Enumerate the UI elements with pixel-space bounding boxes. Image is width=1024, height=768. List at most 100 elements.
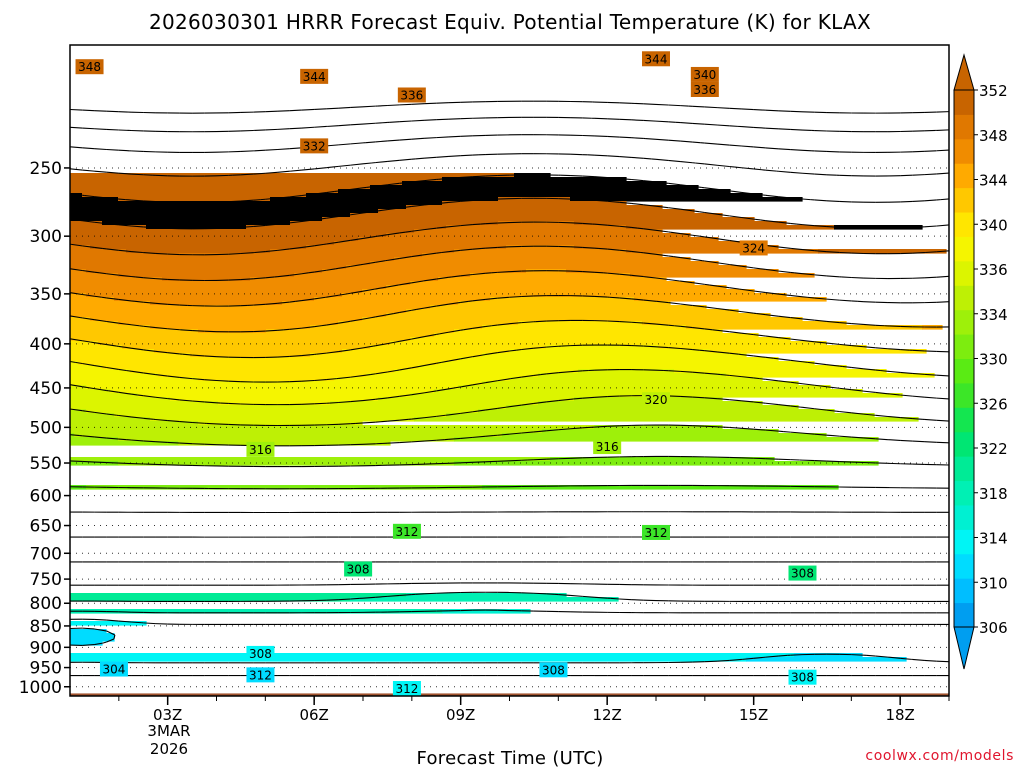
fill-cell [70, 249, 127, 254]
colorbar-swatch [954, 529, 974, 555]
y-tick-label: 550 [30, 454, 62, 474]
contour-352 [729, 190, 735, 193]
contour-360 [399, 103, 412, 106]
contour-356 [460, 135, 473, 137]
contour-334 [851, 412, 864, 415]
contour-336 [704, 372, 718, 375]
contour-352 [802, 198, 811, 201]
contour-346 [643, 252, 657, 255]
contour-338 [699, 349, 705, 352]
date-label-line-1: 3MAR [147, 722, 190, 740]
colorbar-swatch [954, 456, 974, 482]
contour-346 [143, 277, 156, 280]
contour-342 [778, 315, 791, 319]
contour-336 [137, 394, 144, 397]
fill-cell [86, 409, 479, 414]
contour-348 [631, 226, 638, 229]
fill-cell [70, 633, 115, 638]
contour-312 [82, 643, 95, 646]
fill-cell [414, 229, 663, 234]
contour-350 [401, 205, 412, 209]
credit-text: coolwx.com/models [865, 748, 1014, 764]
contour-340 [790, 338, 803, 341]
contour-334 [536, 401, 547, 404]
fill-cell [518, 321, 643, 326]
contour-348 [265, 249, 278, 253]
fill-cell [322, 269, 527, 274]
fill-cell [70, 637, 115, 642]
y-tick-label: 350 [30, 285, 62, 305]
contour-340 [863, 346, 876, 349]
contour-label-bg [690, 66, 719, 82]
contour-348 [912, 251, 925, 254]
fill-cell [150, 325, 311, 330]
contour-358 [655, 120, 669, 123]
contour-340 [485, 325, 492, 328]
contour-352 [253, 199, 261, 201]
contour-344 [692, 282, 705, 285]
fill-cell [70, 437, 119, 442]
fill-cell [114, 297, 315, 302]
contour-356 [692, 141, 701, 144]
contour-348 [570, 222, 583, 224]
contour-350 [82, 220, 95, 223]
contour-344 [704, 283, 710, 286]
fill-cell [130, 369, 395, 374]
contour-318 [326, 599, 339, 601]
x-tick-label: 09Z [446, 706, 475, 724]
contour-356 [436, 136, 449, 139]
contour-352 [790, 197, 803, 200]
contour-350 [94, 221, 107, 225]
colorbar-swatch [954, 260, 974, 286]
contour-label-bg [397, 87, 426, 103]
contour-356 [240, 150, 254, 152]
contour-label-18: 312 [249, 668, 272, 682]
fill-cell [110, 389, 435, 394]
contour-340 [765, 335, 779, 339]
contour-336 [759, 378, 766, 380]
fill-cell [746, 657, 907, 662]
contour-358 [643, 119, 657, 122]
contour-360 [314, 108, 327, 111]
contour-label-9: 316 [249, 443, 272, 457]
date-label-line-2: 2026 [150, 740, 188, 758]
contour-344 [387, 284, 399, 288]
fill-cell [406, 205, 663, 210]
contour-346 [326, 268, 336, 271]
contour-354 [790, 171, 803, 174]
fill-cell [282, 301, 459, 306]
fill-cell [270, 197, 499, 202]
contour-336 [887, 393, 900, 396]
contour-356 [765, 147, 779, 150]
fill-cell [310, 353, 483, 358]
contour-334 [423, 415, 437, 419]
contour-318 [424, 592, 437, 595]
contour-354 [607, 155, 620, 158]
contour-348 [350, 237, 364, 241]
contour-label-bg [246, 441, 275, 457]
fill-cell [370, 185, 699, 190]
colorbar-tick-label: 322 [979, 440, 1008, 458]
contour-332 [851, 436, 864, 439]
contour-356 [790, 149, 803, 151]
contour-340 [839, 343, 852, 347]
contour-348 [130, 250, 143, 254]
contour-334 [582, 396, 595, 399]
contour-336 [814, 384, 827, 388]
contour-348 [405, 230, 412, 233]
colorbar-tick-label: 318 [979, 485, 1008, 503]
contour-340 [463, 327, 473, 331]
y-tick-label: 800 [30, 594, 62, 614]
contour-336 [900, 394, 913, 397]
contour-342 [180, 329, 193, 332]
contour-338 [130, 370, 144, 374]
contour-350 [411, 204, 425, 207]
fill-cell [118, 197, 271, 202]
contour-354 [399, 158, 412, 161]
contour-350 [924, 225, 937, 228]
contour-344 [94, 295, 102, 298]
contour-334 [411, 417, 425, 420]
contour-354 [362, 162, 372, 165]
contour-360 [277, 110, 290, 112]
contour-338 [460, 357, 464, 360]
